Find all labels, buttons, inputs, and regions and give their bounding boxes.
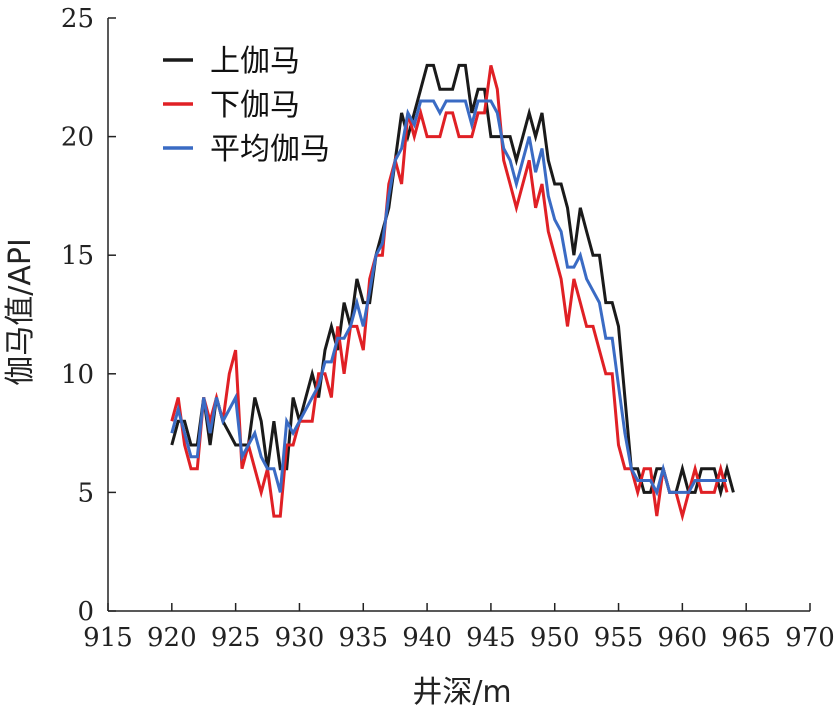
y-tick-label: 10 xyxy=(61,360,94,390)
x-tick-label: 945 xyxy=(466,623,516,653)
y-tick-label: 20 xyxy=(61,123,94,153)
x-tick-label: 935 xyxy=(338,623,388,653)
x-tick-label: 930 xyxy=(275,623,325,653)
x-tick-label: 940 xyxy=(402,623,452,653)
y-tick-label: 15 xyxy=(61,241,94,271)
x-axis-label: 井深/m xyxy=(412,675,511,710)
legend-label-1: 上伽马 xyxy=(210,44,300,79)
series-line-3 xyxy=(170,99,727,497)
legend-label-3: 平均伽马 xyxy=(210,132,330,167)
series-line-1 xyxy=(170,63,735,499)
axes: 0 5 10 15 20 25 915 920 925 930 935 940 945 950 955 960… xyxy=(61,4,835,653)
y-tick-label: 5 xyxy=(77,478,94,508)
legend-label-2: 下伽马 xyxy=(210,88,300,123)
x-tick-label: 965 xyxy=(721,623,771,653)
x-tick-label: 955 xyxy=(594,623,644,653)
x-tick-label: 960 xyxy=(658,623,708,653)
x-tick-label: 915 xyxy=(83,623,133,653)
x-tick-label: 970 xyxy=(785,623,835,653)
y-tick-label: 25 xyxy=(61,4,94,34)
x-tick-label: 950 xyxy=(530,623,580,653)
x-tick-label: 925 xyxy=(211,623,261,653)
y-tick-label: 0 xyxy=(77,597,94,627)
y-axis-label: 伽马值/API xyxy=(3,238,38,386)
series-line-2 xyxy=(170,65,729,522)
x-tick-label: 920 xyxy=(147,623,197,653)
series-layer xyxy=(170,63,735,522)
